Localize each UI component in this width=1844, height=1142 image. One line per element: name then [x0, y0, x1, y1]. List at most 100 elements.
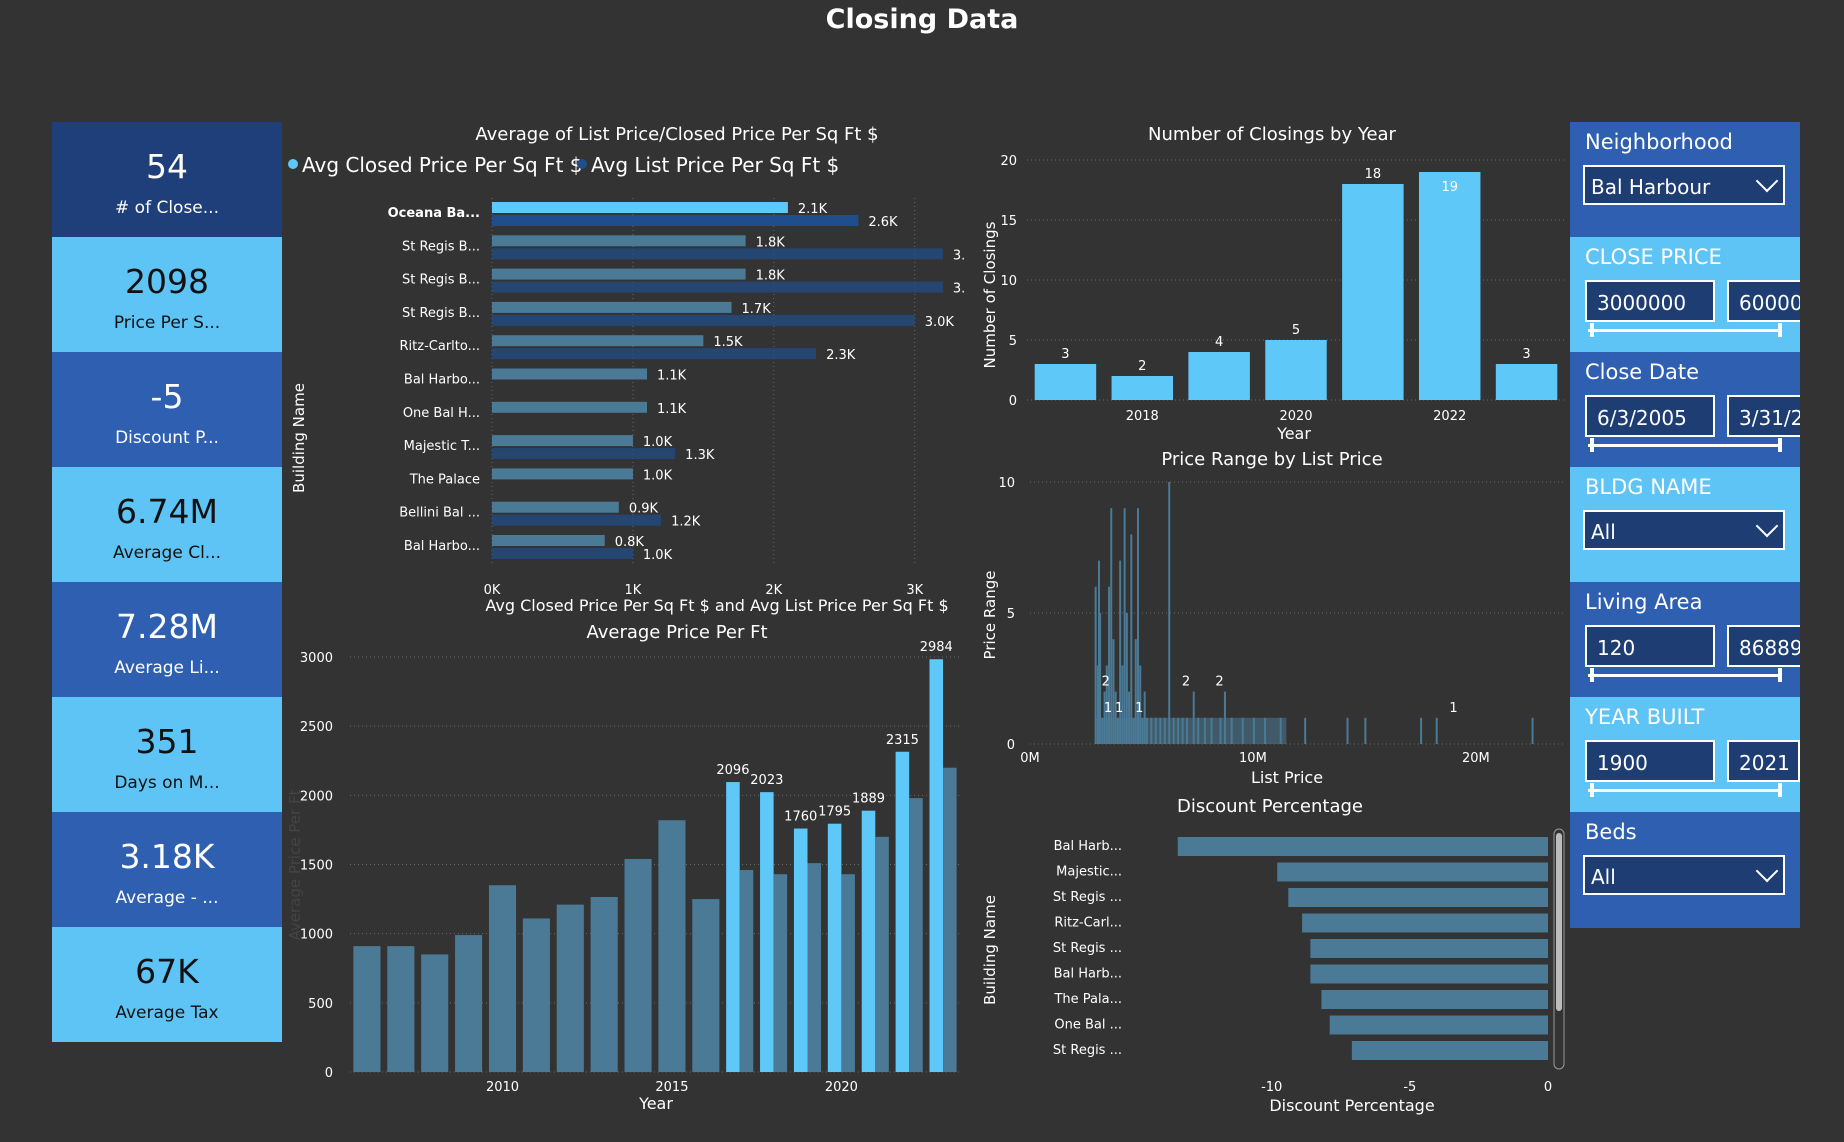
bar[interactable]	[739, 870, 754, 1072]
price-range-chart[interactable]: Price Range by List Price Price Range 0 5…	[975, 445, 1570, 785]
bar[interactable]	[1110, 508, 1113, 744]
range-slider-max-handle[interactable]	[1778, 783, 1782, 797]
bar-highlight[interactable]	[895, 751, 910, 1072]
bar[interactable]	[1418, 172, 1481, 400]
bar-highlight[interactable]	[861, 810, 876, 1072]
bar[interactable]	[1288, 888, 1548, 907]
bar-closed[interactable]	[492, 435, 633, 447]
living-area-min-input[interactable]: 120	[1585, 625, 1715, 667]
bar[interactable]	[1168, 482, 1171, 744]
average-price-per-ft-chart[interactable]: Average Price Per Ft Average Price Per F…	[285, 620, 965, 1120]
bar[interactable]	[1342, 184, 1404, 400]
bar[interactable]	[387, 946, 415, 1072]
bar[interactable]	[1125, 613, 1128, 744]
bar-closed[interactable]	[492, 268, 746, 280]
bar[interactable]	[353, 946, 381, 1072]
range-slider-min-handle[interactable]	[1590, 438, 1594, 452]
legend-label-closed[interactable]: Avg Closed Price Per Sq Ft $	[302, 153, 583, 177]
range-slider-max-handle[interactable]	[1778, 323, 1782, 337]
bar[interactable]	[1111, 376, 1174, 400]
card-discount[interactable]: -5 Discount P...	[52, 352, 282, 467]
bar-list[interactable]	[492, 281, 943, 293]
bar[interactable]	[1310, 939, 1548, 958]
bar-list[interactable]	[492, 548, 633, 559]
bar[interactable]	[1139, 665, 1142, 744]
bar[interactable]	[556, 904, 584, 1072]
bar[interactable]	[1364, 717, 1367, 744]
bar[interactable]	[1121, 665, 1124, 744]
bar[interactable]	[1302, 913, 1548, 933]
bar[interactable]	[1304, 717, 1307, 744]
range-slider-min-handle[interactable]	[1590, 783, 1594, 797]
bar[interactable]	[1531, 717, 1534, 744]
closings-by-year-chart[interactable]: Number of Closings by Year Number of Clo…	[975, 120, 1570, 445]
bar-closed[interactable]	[492, 401, 647, 413]
bar[interactable]	[1346, 717, 1349, 744]
bar[interactable]	[1134, 639, 1137, 744]
legend-label-list[interactable]: Avg List Price Per Sq Ft $	[591, 153, 839, 177]
bar-list[interactable]	[492, 448, 676, 460]
card-average-closed[interactable]: 6.74M Average Cl...	[52, 467, 282, 582]
close-date-min-input[interactable]: 6/3/2005	[1585, 395, 1715, 437]
bar[interactable]	[1108, 586, 1111, 744]
range-slider-track[interactable]	[1588, 329, 1782, 332]
card-average-list[interactable]: 7.28M Average Li...	[52, 582, 282, 697]
bar-closed[interactable]	[492, 468, 633, 480]
range-slider-min-handle[interactable]	[1590, 668, 1594, 682]
bar[interactable]	[1099, 613, 1102, 744]
scrollbar-track[interactable]	[1553, 828, 1565, 1070]
bar[interactable]	[1094, 586, 1097, 744]
bar[interactable]	[1310, 964, 1548, 984]
card-average-tax[interactable]: 67K Average Tax	[52, 927, 282, 1042]
bar-list[interactable]	[492, 514, 662, 526]
card-days-on-market[interactable]: 351 Days on M...	[52, 697, 282, 812]
bar[interactable]	[1105, 665, 1108, 744]
bar[interactable]	[1188, 352, 1250, 400]
bar[interactable]	[1329, 1015, 1548, 1035]
bar-highlight[interactable]	[827, 823, 842, 1072]
bar[interactable]	[624, 858, 652, 1072]
bar[interactable]	[909, 798, 923, 1072]
bar[interactable]	[590, 897, 618, 1072]
close-price-min-input[interactable]: 3000000	[1585, 280, 1715, 322]
card-average-other[interactable]: 3.18K Average - ...	[52, 812, 282, 927]
bar[interactable]	[692, 899, 720, 1072]
bar[interactable]	[1123, 508, 1126, 744]
bar-closed[interactable]	[492, 535, 605, 546]
bldg-name-dropdown[interactable]: All	[1583, 510, 1785, 550]
range-slider-min-handle[interactable]	[1590, 323, 1594, 337]
discount-percentage-chart[interactable]: Discount Percentage Building Name Bal Ha…	[975, 785, 1570, 1135]
bar[interactable]	[1137, 508, 1139, 744]
bar-closed[interactable]	[492, 368, 647, 380]
card-closings[interactable]: 54 # of Close...	[52, 122, 282, 237]
bar[interactable]	[455, 935, 483, 1072]
close-price-max-input[interactable]: 60000	[1727, 280, 1800, 322]
bar-list[interactable]	[492, 248, 943, 260]
year-built-max-input[interactable]: 2021	[1727, 740, 1800, 782]
bar[interactable]	[1034, 364, 1097, 400]
bar[interactable]	[1321, 990, 1548, 1009]
year-built-min-input[interactable]: 1900	[1585, 740, 1715, 782]
bar-cluster[interactable]	[1094, 717, 1287, 744]
bar-closed[interactable]	[492, 335, 704, 347]
card-price-per-sqft[interactable]: 2098 Price Per S...	[52, 237, 282, 352]
list-closed-price-chart[interactable]: Average of List Price/Closed Price Per S…	[285, 120, 965, 620]
range-slider-max-handle[interactable]	[1778, 438, 1782, 452]
bar[interactable]	[943, 767, 957, 1072]
bar-highlight[interactable]	[793, 828, 808, 1072]
range-slider-max-handle[interactable]	[1778, 668, 1782, 682]
bar-list[interactable]	[492, 348, 817, 360]
bar[interactable]	[1495, 364, 1558, 400]
bar[interactable]	[488, 885, 517, 1072]
bar[interactable]	[1130, 534, 1133, 744]
bar-highlight[interactable]	[929, 659, 944, 1072]
bar[interactable]	[522, 918, 550, 1072]
bar[interactable]	[875, 836, 889, 1072]
scrollbar-thumb[interactable]	[1556, 833, 1562, 1011]
bar[interactable]	[1265, 340, 1327, 400]
bar-closed[interactable]	[492, 501, 619, 513]
range-slider-track[interactable]	[1588, 674, 1782, 677]
bar-list[interactable]	[492, 314, 915, 326]
bar[interactable]	[807, 863, 822, 1072]
bar-closed[interactable]	[492, 235, 746, 247]
